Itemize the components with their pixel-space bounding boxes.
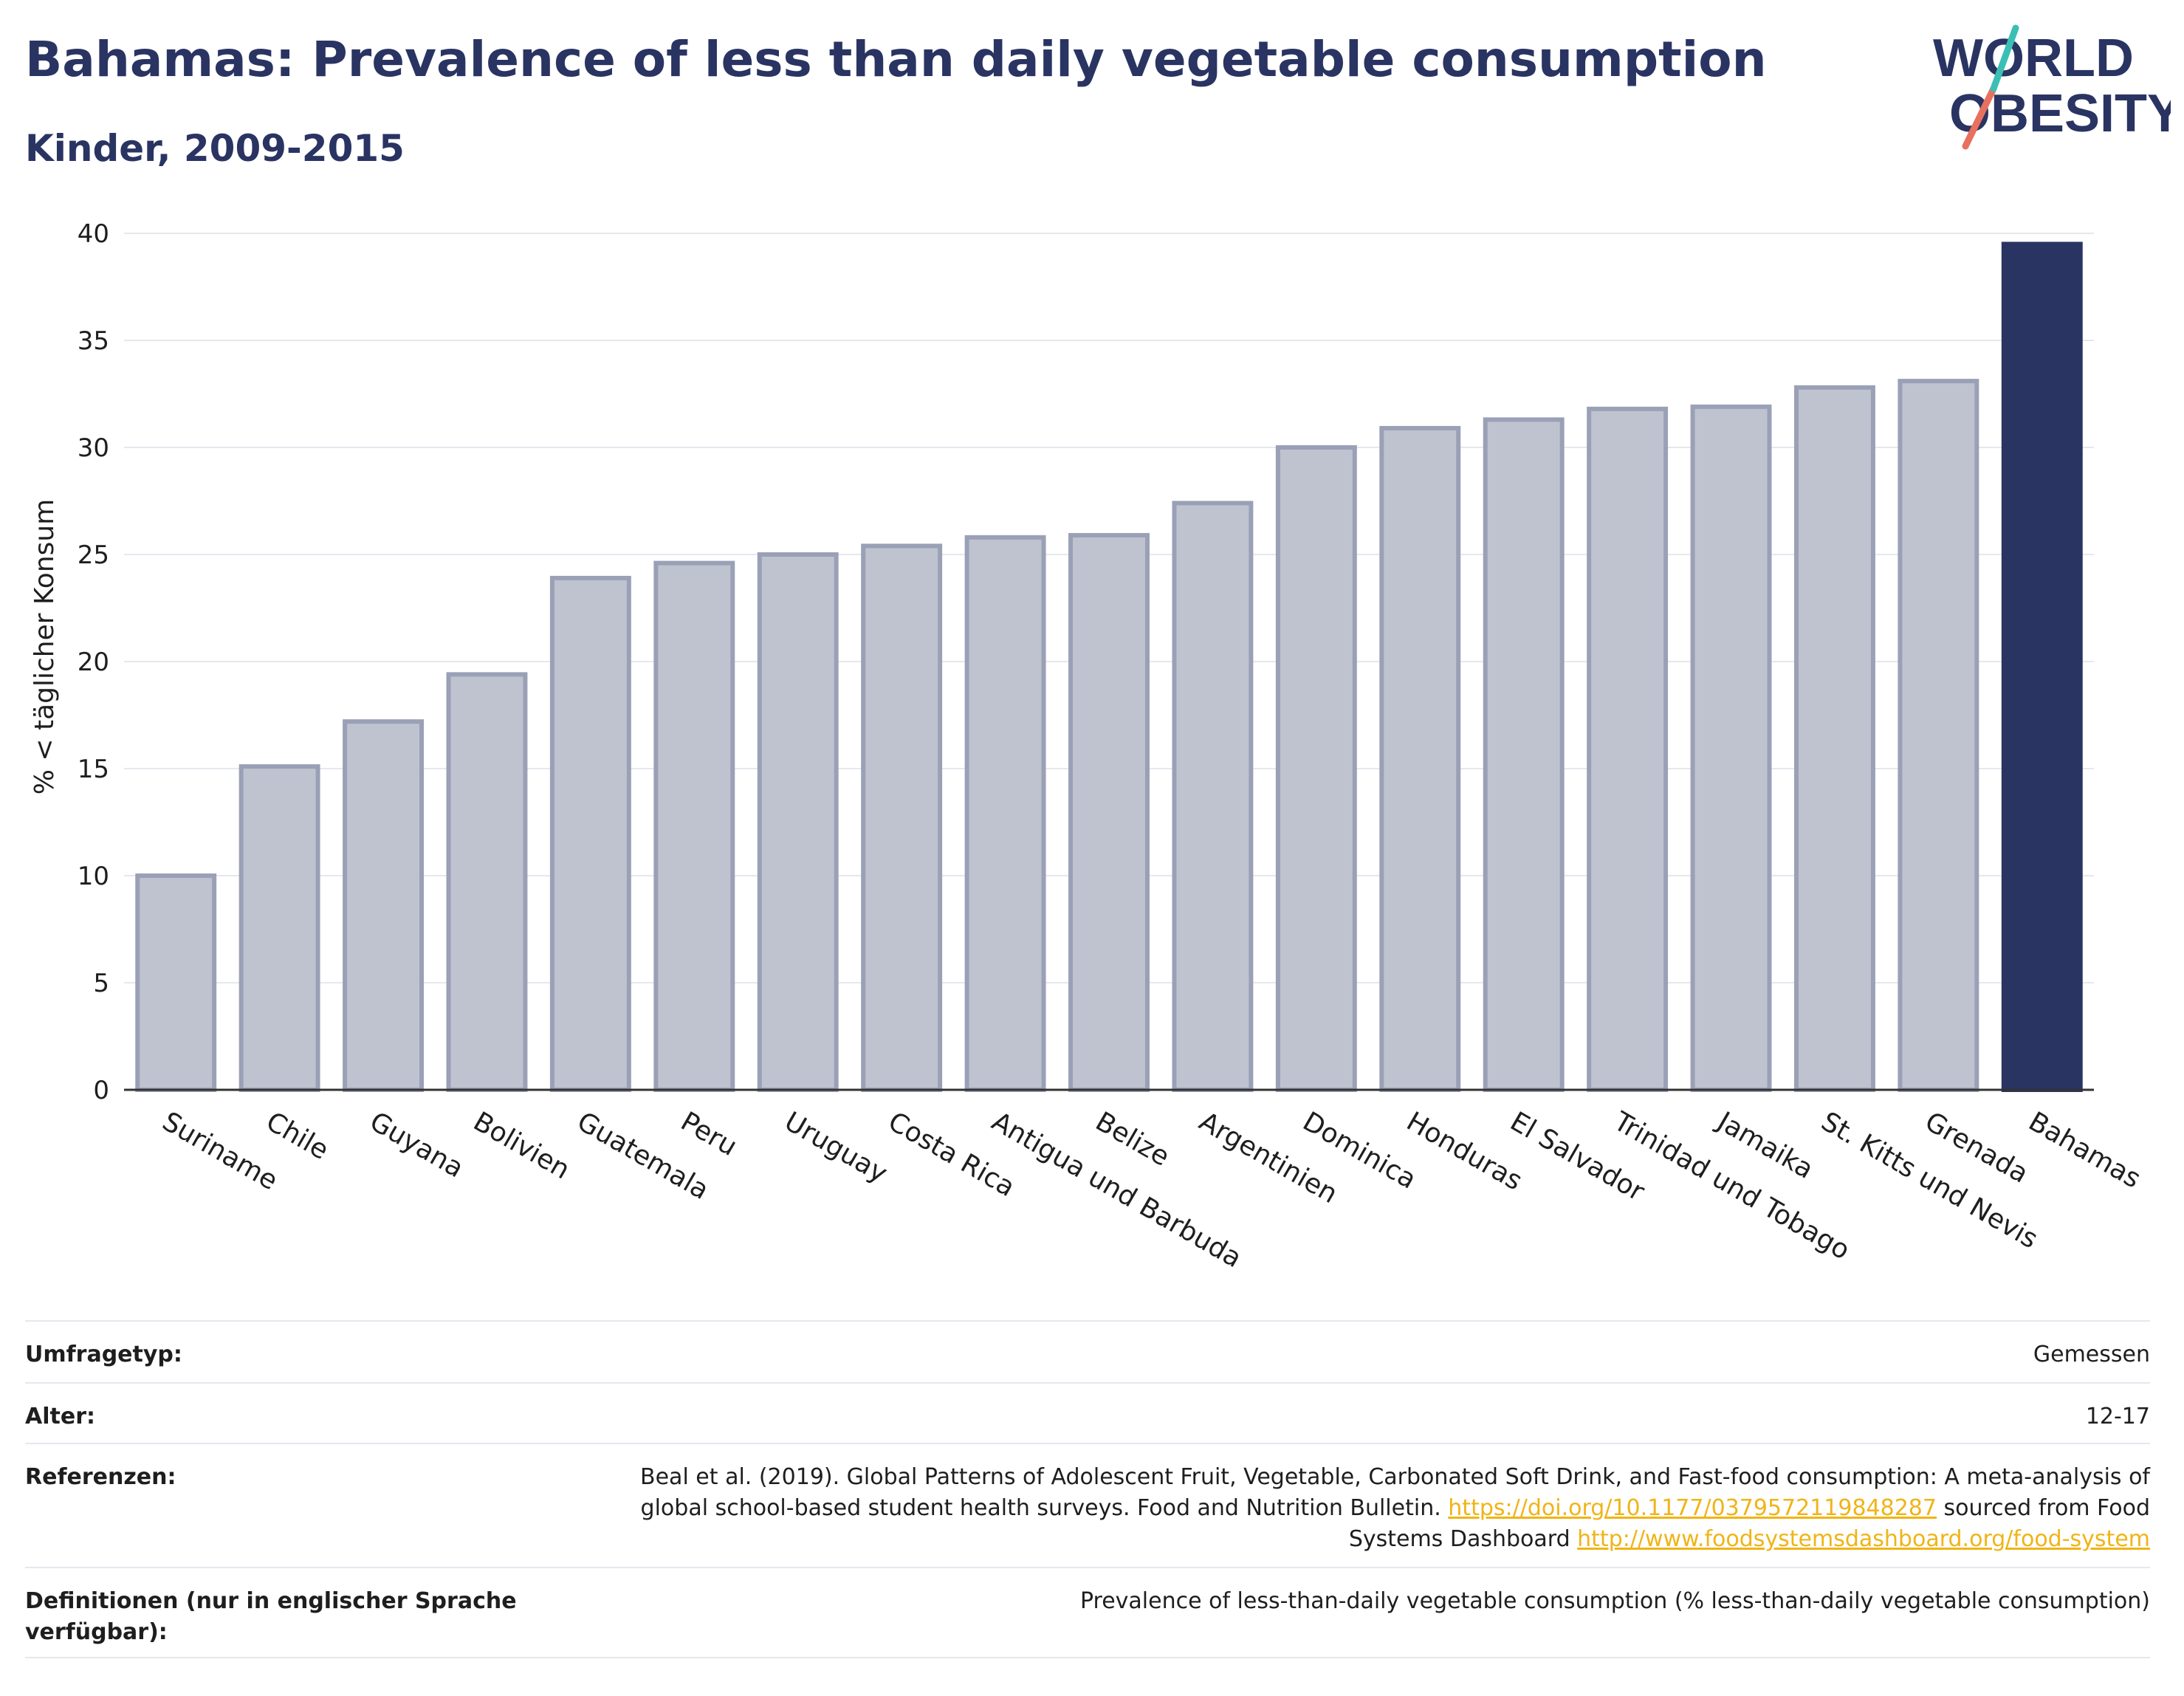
meta-row-age: Alter: 12-17 [25, 1382, 2150, 1443]
y-axis-label: % < täglicher Konsum [30, 499, 60, 795]
logo-word-2: OBESITY [1949, 84, 2171, 143]
bar-uruguay[interactable] [757, 552, 839, 1092]
logo-word-1: WORLD [1933, 29, 2134, 88]
bar-st-kitts-und-nevis[interactable] [1793, 385, 1875, 1092]
y-tick-label: 15 [78, 755, 109, 784]
meta-row-survey-type: Umfragetyp: Gemessen [25, 1320, 2150, 1382]
x-tick-label: Suriname [157, 1106, 283, 1196]
definitions-label: Definitionen (nur in englischer Sprache … [25, 1588, 517, 1645]
x-tick-label: Bolivien [468, 1106, 574, 1185]
bar-chile[interactable] [238, 764, 320, 1092]
definitions-value: Prevalence of less-than-daily vegetable … [1079, 1588, 2150, 1614]
bar-antigua-und-barbuda[interactable] [964, 535, 1046, 1092]
doi-link[interactable]: https://doi.org/10.1177/0379572119848287 [1448, 1495, 1937, 1521]
y-tick-label: 40 [78, 219, 109, 249]
world-obesity-logo: WORLD OBESITY [1933, 24, 2171, 150]
bar-honduras[interactable] [1379, 425, 1461, 1092]
bar-belize[interactable] [1068, 532, 1150, 1092]
food-systems-dashboard-link[interactable]: http://www.foodsystemsdashboard.org/food… [1577, 1526, 2150, 1552]
metadata-table: Umfragetyp: Gemessen Alter: 12-17 Refere… [25, 1320, 2150, 1658]
age-value: 12-17 [2085, 1404, 2150, 1429]
references-label: Referenzen: [25, 1464, 176, 1490]
y-tick-label: 5 [93, 969, 109, 998]
bar-el-salvador[interactable] [1483, 417, 1565, 1092]
bar-costa-rica[interactable] [861, 543, 943, 1092]
age-label: Alter: [25, 1404, 95, 1429]
y-tick-label: 10 [78, 862, 109, 891]
bar-dominica[interactable] [1275, 445, 1357, 1092]
chart-title: Bahamas: Prevalence of less than daily v… [25, 31, 1767, 88]
y-tick-label: 0 [93, 1076, 109, 1105]
bar-guatemala[interactable] [549, 575, 631, 1092]
x-tick-label: Uruguay [779, 1106, 892, 1189]
chart-subtitle: Kinder, 2009-2015 [25, 127, 405, 170]
x-tick-label: Guyana [365, 1106, 469, 1184]
survey-type-label: Umfragetyp: [25, 1342, 182, 1367]
bar-suriname[interactable] [135, 873, 217, 1092]
y-tick-label: 20 [78, 648, 109, 677]
bar-bolivien[interactable] [446, 672, 528, 1092]
x-tick-label: Peru [676, 1106, 742, 1162]
logo-slash-lower [1962, 85, 1997, 150]
bar-argentinien[interactable] [1172, 501, 1254, 1092]
references-text-2: sourced from Food Systems Dashboard [1348, 1495, 2150, 1552]
bar-grenada[interactable] [1898, 379, 1979, 1092]
references-value: Beal et al. (2019). Global Patterns of A… [600, 1444, 2150, 1567]
survey-type-value: Gemessen [2033, 1342, 2150, 1367]
bar-trinidad-und-tobago[interactable] [1587, 406, 1669, 1092]
x-tick-label: Chile [261, 1106, 334, 1166]
bar-guyana[interactable] [343, 719, 425, 1092]
x-tick-label: Belize [1091, 1106, 1175, 1172]
meta-row-definitions: Definitionen (nur in englischer Sprache … [25, 1567, 2150, 1658]
logo-slash-upper [1990, 24, 2019, 92]
x-tick-label: Honduras [1401, 1106, 1527, 1196]
y-tick-label: 30 [78, 433, 109, 463]
bar-bahamas[interactable] [2001, 241, 2083, 1092]
x-tick-label: Bahamas [2023, 1106, 2146, 1194]
y-tick-label: 25 [78, 540, 109, 570]
bars [135, 241, 2083, 1092]
references-text-1: Beal et al. (2019). Global Patterns of A… [640, 1464, 2150, 1521]
bar-peru[interactable] [653, 560, 735, 1092]
bar-jamaika[interactable] [1690, 404, 1772, 1092]
y-tick-label: 35 [78, 326, 109, 356]
meta-row-references: Referenzen: Beal et al. (2019). Global P… [25, 1443, 2150, 1567]
